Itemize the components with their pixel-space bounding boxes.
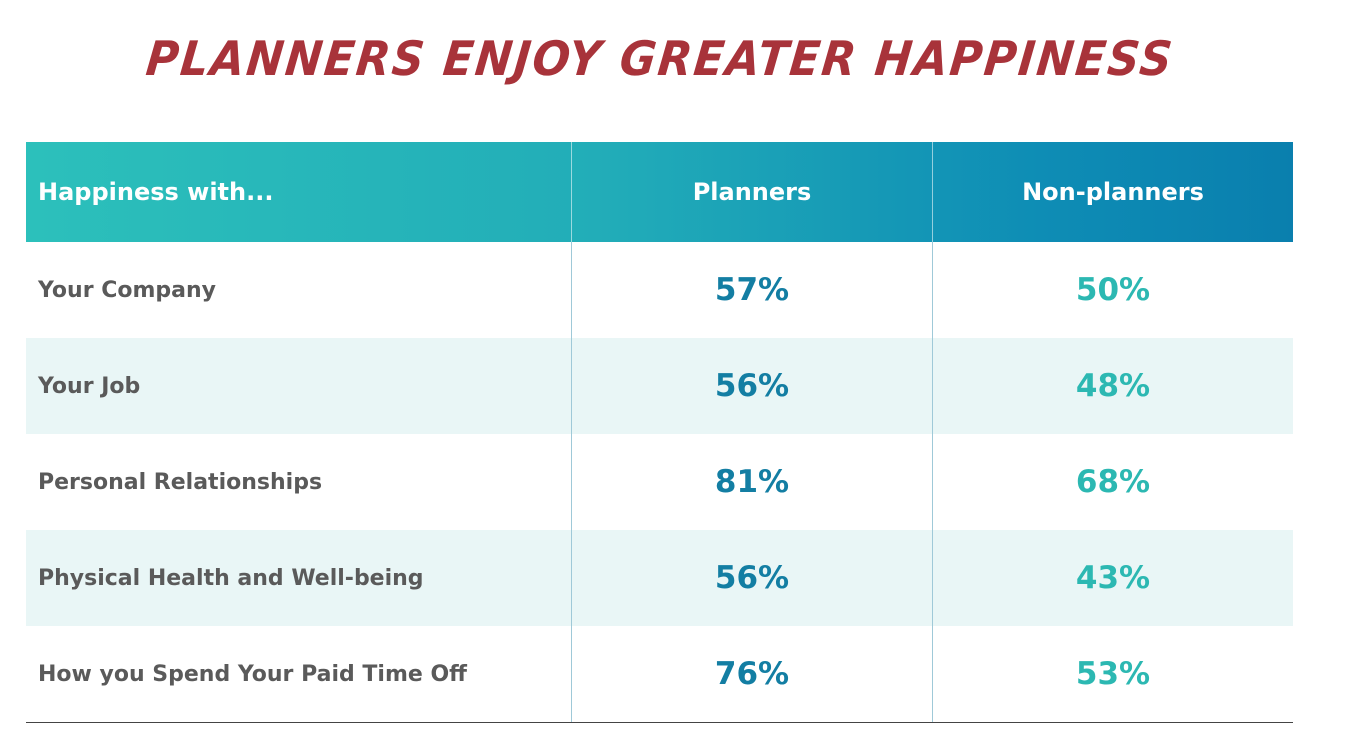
planners-value: 56%: [571, 338, 932, 434]
non-planners-value: 50%: [932, 242, 1293, 338]
row-label: Your Company: [38, 277, 216, 303]
planners-value: 76%: [571, 626, 932, 722]
table-row-physical-health: Physical Health and Well-being 56% 43%: [26, 530, 1293, 626]
table-row-paid-time-off: How you Spend Your Paid Time Off 76% 53%: [26, 626, 1293, 722]
table-row-your-company: Your Company 57% 50%: [26, 242, 1293, 338]
non-planners-value: 48%: [932, 338, 1293, 434]
header-planners: Planners: [571, 142, 932, 242]
header-non-planners: Non-planners: [932, 142, 1293, 242]
planners-value: 57%: [571, 242, 932, 338]
planners-value: 56%: [571, 530, 932, 626]
table-header-row: Happiness with... Planners Non-planners: [26, 142, 1293, 242]
table-bottom-rule: [26, 722, 1293, 723]
non-planners-value: 68%: [932, 434, 1293, 530]
table-row-your-job: Your Job 56% 48%: [26, 338, 1293, 434]
non-planners-value: 53%: [932, 626, 1293, 722]
row-label: Your Job: [38, 373, 141, 399]
planners-value: 81%: [571, 434, 932, 530]
happiness-table: Happiness with... Planners Non-planners …: [26, 142, 1293, 723]
row-label: How you Spend Your Paid Time Off: [38, 661, 467, 687]
header-happiness-with: Happiness with...: [38, 178, 274, 206]
chart-title: PLANNERS ENJOY GREATER HAPPINESS: [143, 31, 1177, 88]
table-row-personal-relationships: Personal Relationships 81% 68%: [26, 434, 1293, 530]
non-planners-value: 43%: [932, 530, 1293, 626]
row-label: Personal Relationships: [38, 469, 323, 495]
row-label: Physical Health and Well-being: [38, 565, 424, 591]
